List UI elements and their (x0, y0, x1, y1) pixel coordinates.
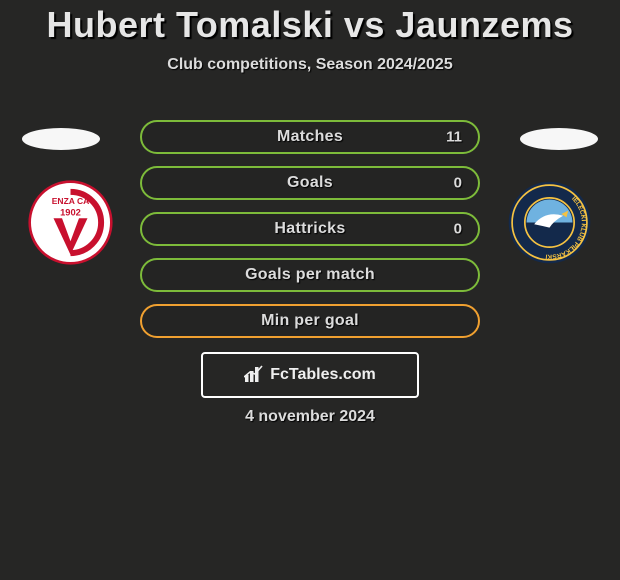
stat-label: Goals (287, 174, 333, 192)
stat-row-matches: Matches 11 (140, 120, 480, 154)
svg-text:ENZA CA: ENZA CA (52, 196, 89, 206)
bar-chart-icon (244, 365, 264, 386)
stat-label: Goals per match (245, 266, 375, 284)
stat-label: Hattricks (274, 220, 345, 238)
attribution-text: FcTables.com (270, 366, 376, 384)
subtitle: Club competitions, Season 2024/2025 (0, 56, 620, 74)
stat-row-goals-per-match: Goals per match (140, 258, 480, 292)
stat-value: 0 (454, 175, 462, 192)
team-badge-right: IELECKI KLUB PIŁKARSKI (507, 180, 592, 265)
player-marker-right (520, 128, 598, 150)
player-marker-left (22, 128, 100, 150)
stat-row-min-per-goal: Min per goal (140, 304, 480, 338)
team-badge-left: ENZA CA 1902 (28, 180, 113, 265)
stat-row-hattricks: Hattricks 0 (140, 212, 480, 246)
stat-label: Min per goal (261, 312, 359, 330)
date-label: 4 november 2024 (0, 408, 620, 426)
svg-text:1902: 1902 (60, 208, 81, 218)
vicenza-badge-icon: ENZA CA 1902 (28, 180, 113, 265)
attribution-box: FcTables.com (201, 352, 419, 398)
stat-label: Matches (277, 128, 343, 146)
stal-mielec-badge-icon: IELECKI KLUB PIŁKARSKI (507, 180, 592, 265)
stat-value: 0 (454, 221, 462, 238)
stats-table: Matches 11 Goals 0 Hattricks 0 Goals per… (140, 120, 480, 350)
infographic-card: Hubert Tomalski vs Jaunzems Club competi… (0, 0, 620, 580)
stat-row-goals: Goals 0 (140, 166, 480, 200)
page-title: Hubert Tomalski vs Jaunzems (0, 4, 620, 46)
stat-value: 11 (446, 129, 462, 146)
